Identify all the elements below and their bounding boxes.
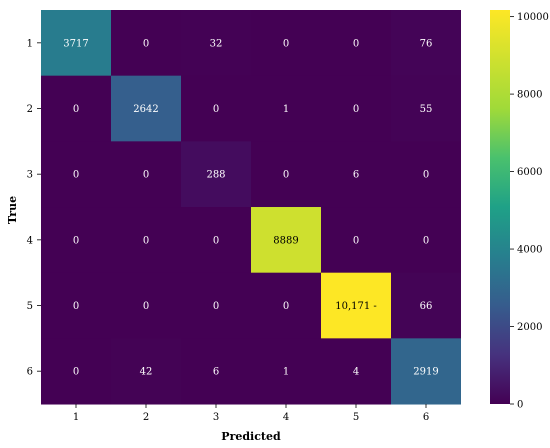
cell-value-label: 0 [213, 104, 219, 115]
heatmap-cell [111, 75, 181, 142]
colorbar-tick-label: 0 [517, 400, 523, 411]
heatmap-cells: 3717 0 32 0 0 76 0 2642 0 1 0 55 0 0 288 0 6 0 0 0 0 8889 0 0 0 0… [41, 10, 461, 405]
cell-value-label: 0 [353, 38, 359, 49]
cell-value-label: 42 [140, 367, 153, 378]
heatmap-cell [41, 75, 111, 142]
heatmap-cell [321, 10, 391, 77]
cell-value-label: 66 [420, 301, 433, 312]
heatmap-cell [41, 338, 111, 405]
heatmap-cell [181, 141, 251, 208]
heatmap-cell [251, 10, 321, 77]
x-tick-label: 5 [353, 412, 359, 423]
heatmap-cell [111, 141, 181, 208]
x-tick-label: 4 [283, 412, 289, 423]
heatmap-cell [321, 338, 391, 405]
cell-value-label: 2919 [413, 367, 438, 378]
x-tick-label: 3 [213, 412, 219, 423]
cell-value-label: 0 [283, 170, 289, 181]
cell-value-label: 0 [283, 301, 289, 312]
cell-value-label: 10,171 - [335, 301, 377, 312]
colorbar-tick-label: 2000 [517, 322, 542, 333]
x-tick-label: 2 [143, 412, 149, 423]
heatmap-cell [181, 75, 251, 142]
heatmap-cell [111, 10, 181, 77]
cell-value-label: 3717 [63, 38, 88, 49]
cell-value-label: 0 [73, 104, 79, 115]
heatmap-cell [251, 272, 321, 339]
heatmap-cell [391, 207, 461, 274]
heatmap-cell [111, 272, 181, 339]
y-tick-label: 1 [27, 38, 33, 49]
cell-value-label: 4 [353, 367, 359, 378]
y-tick-label: 3 [27, 170, 33, 181]
heatmap-cell [41, 141, 111, 208]
cell-value-label: 32 [210, 38, 223, 49]
cell-value-label: 0 [213, 301, 219, 312]
cell-value-label: 6 [213, 367, 219, 378]
heatmap-cell [321, 141, 391, 208]
x-tick-label: 1 [73, 412, 79, 423]
cell-value-label: 288 [206, 170, 225, 181]
colorbar-tick-label: 8000 [517, 90, 542, 101]
heatmap-cell [181, 10, 251, 77]
cell-value-label: 0 [143, 170, 149, 181]
cell-value-label: 6 [353, 170, 359, 181]
x-tick-label: 6 [423, 412, 429, 423]
heatmap-cell [321, 75, 391, 142]
heatmap-cell [391, 75, 461, 142]
colorbar-tick-label: 10000 [517, 12, 549, 23]
cell-value-label: 0 [73, 235, 79, 246]
heatmap-cell [391, 141, 461, 208]
y-tick-label: 6 [27, 367, 33, 378]
x-tick-labels: 1 2 3 4 5 6 [73, 404, 429, 423]
cell-value-label: 76 [420, 38, 433, 49]
cell-value-label: 0 [73, 367, 79, 378]
heatmap-cell [111, 207, 181, 274]
heatmap-cell [251, 141, 321, 208]
heatmap-cell [41, 272, 111, 339]
cell-value-label: 55 [420, 104, 433, 115]
colorbar-tick-label: 6000 [517, 167, 542, 178]
heatmap-cell [321, 207, 391, 274]
x-axis-title: Predicted [221, 430, 281, 443]
cell-value-label: 1 [283, 367, 289, 378]
cell-value-label: 0 [353, 104, 359, 115]
cell-value-label: 0 [353, 235, 359, 246]
colorbar [490, 10, 510, 404]
heatmap-cell [251, 75, 321, 142]
cell-value-label: 8889 [273, 235, 298, 246]
heatmap-cell [41, 10, 111, 77]
heatmap-cell [111, 338, 181, 405]
heatmap-cell [41, 207, 111, 274]
heatmap-cell [181, 207, 251, 274]
cell-value-label: 2642 [133, 104, 158, 115]
y-tick-label: 4 [27, 235, 33, 246]
heatmap-cell [251, 207, 321, 274]
y-tick-labels: 1 2 3 4 5 6 [27, 38, 41, 378]
heatmap-cell [321, 272, 391, 339]
heatmap-cell [391, 272, 461, 339]
heatmap-cell [181, 272, 251, 339]
y-tick-label: 5 [27, 301, 33, 312]
cell-value-label: 1 [283, 104, 289, 115]
cell-value-label: 0 [143, 38, 149, 49]
cell-value-label: 0 [283, 38, 289, 49]
colorbar-ticks: 0 2000 4000 6000 8000 10000 [510, 12, 549, 411]
heatmap-cell [251, 338, 321, 405]
heatmap-cell [391, 338, 461, 405]
y-axis-title: True [6, 196, 19, 224]
cell-value-label: 0 [143, 235, 149, 246]
colorbar-tick-label: 4000 [517, 245, 542, 256]
cell-value-label: 0 [73, 170, 79, 181]
heatmap-cell [391, 10, 461, 77]
cell-value-label: 0 [73, 301, 79, 312]
cell-value-label: 0 [143, 301, 149, 312]
cell-value-label: 0 [213, 235, 219, 246]
cell-value-label: 0 [423, 170, 429, 181]
y-tick-label: 2 [27, 104, 33, 115]
heatmap-cell [181, 338, 251, 405]
cell-value-label: 0 [423, 235, 429, 246]
